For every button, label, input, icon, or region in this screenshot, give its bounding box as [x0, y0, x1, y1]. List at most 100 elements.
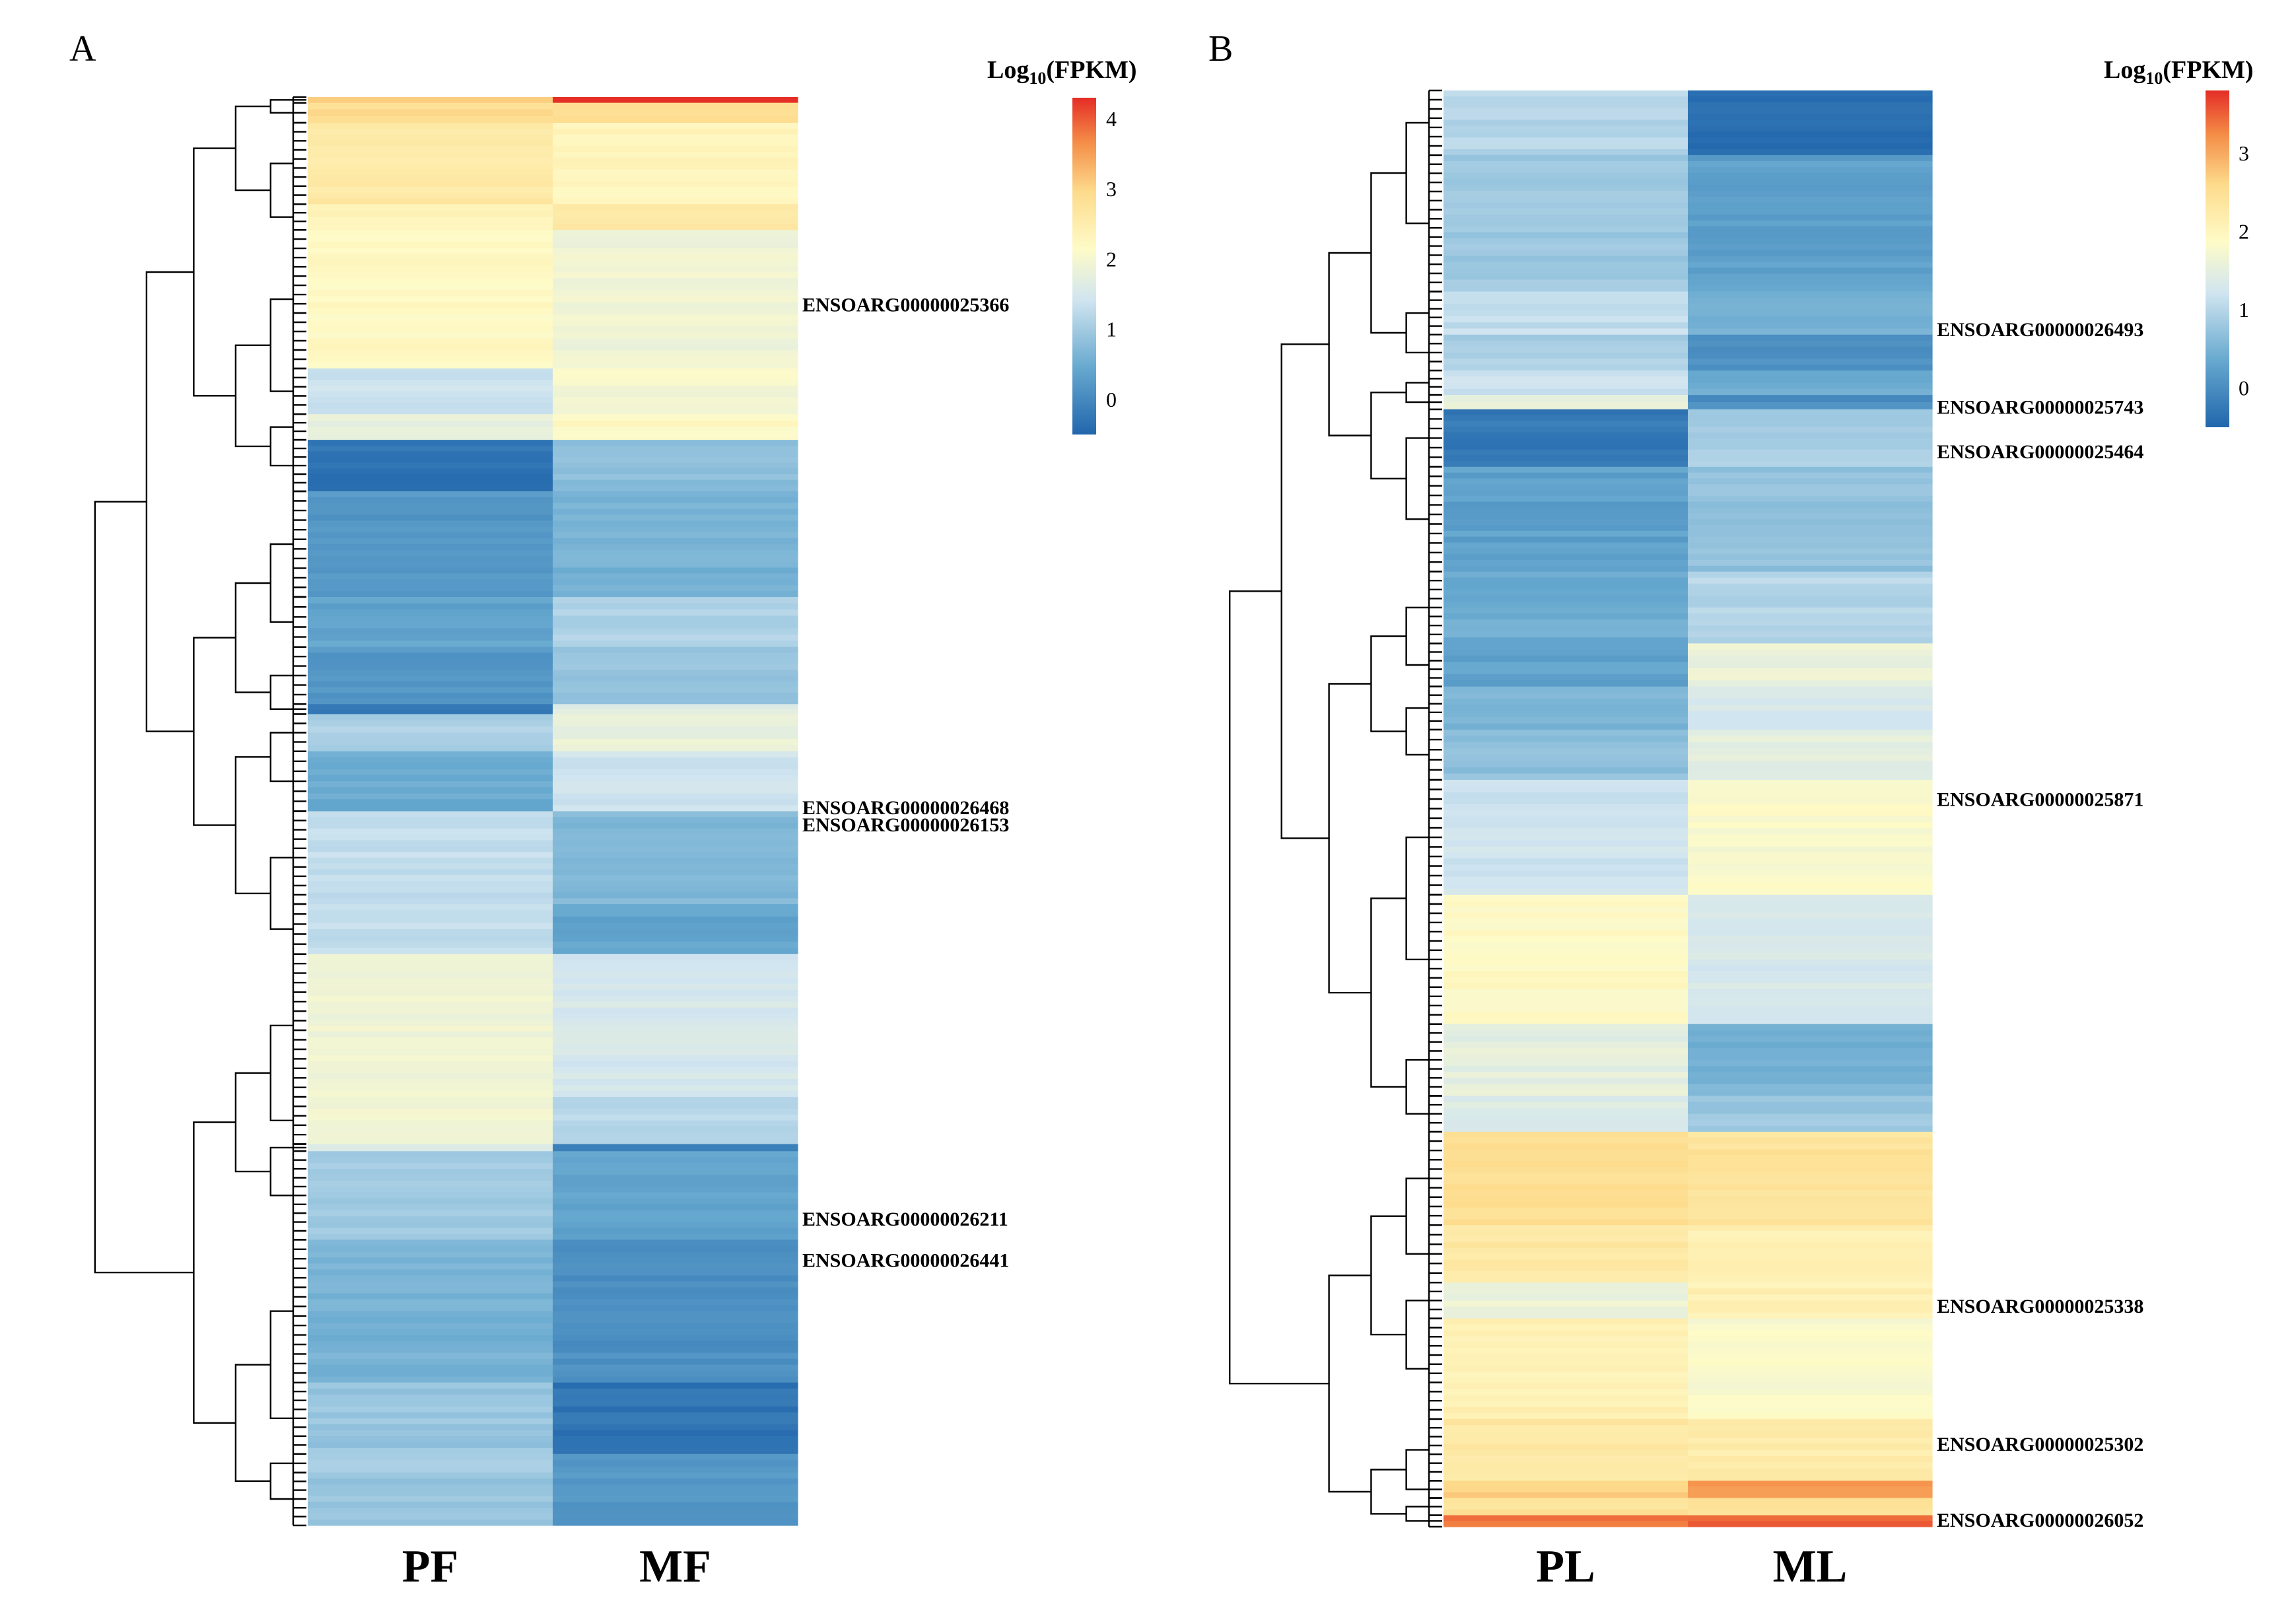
heat-cell-PL-block-16	[1444, 1178, 1688, 1185]
heat-cell-MF-block-19	[553, 1163, 798, 1169]
heat-cell-PL-block-1	[1444, 184, 1688, 192]
heat-cell-ML-block-8	[1688, 619, 1933, 626]
heat-cell-MF-block-21	[553, 1418, 798, 1425]
heat-cell-PL-block-13	[1444, 1000, 1688, 1007]
heat-cell-PL-block-0	[1444, 143, 1688, 150]
heat-cell-ML-block-1	[1688, 220, 1933, 227]
heat-cell-MF-block-2	[553, 163, 798, 170]
heat-cell-MF-block-14	[553, 811, 798, 818]
row-dendrogram	[1229, 89, 1442, 1528]
heat-cell-MF-block-13	[553, 793, 798, 800]
heat-cell-PL-block-18	[1444, 1294, 1688, 1302]
heat-cell-PF-block-10	[308, 664, 553, 670]
heat-cell-PL-block-6	[1444, 415, 1688, 421]
heat-cell-MF-block-23	[553, 1478, 798, 1485]
heat-cell-PF-block-20	[308, 1317, 553, 1324]
heat-cell-PL-block-10	[1444, 711, 1688, 718]
heat-cell-PL-block-1	[1444, 220, 1688, 227]
heat-cell-ML-block-8	[1688, 571, 1933, 578]
heat-cell-ML-block-1	[1688, 202, 1933, 209]
heat-cell-MF-block-20	[553, 1376, 798, 1383]
heat-cell-PF-block-16	[308, 977, 553, 985]
heat-cell-MF-block-2	[553, 175, 798, 182]
heat-cell-PF-block-16	[308, 1031, 553, 1038]
heat-cell-PL-block-7	[1444, 536, 1688, 543]
heat-cell-PF-block-19	[308, 1181, 553, 1187]
heat-cell-ML-block-16	[1688, 1213, 1933, 1220]
heat-cell-PL-block-14	[1444, 1066, 1688, 1072]
heat-cell-PF-block-22	[308, 1466, 553, 1473]
heat-cell-MF-block-17	[553, 1132, 798, 1139]
heat-cell-PF-block-21	[308, 1400, 553, 1407]
heat-cell-PL-block-9	[1444, 643, 1688, 650]
heat-cell-ML-block-0	[1688, 96, 1933, 103]
heat-cell-ML-block-7	[1688, 507, 1933, 514]
heat-cell-PF-block-18	[308, 1144, 553, 1152]
dendrogram-branch	[1405, 836, 1429, 961]
heat-cell-ML-block-17	[1688, 1271, 1933, 1278]
legend-tick-label: 4	[1106, 107, 1117, 131]
heat-cell-MF-block-8	[553, 591, 798, 598]
heat-cell-PF-block-4	[308, 350, 553, 357]
heat-cell-MF-block-14	[553, 880, 798, 888]
heat-cell-PF-block-16	[308, 1055, 553, 1062]
heat-cell-MF-block-21	[553, 1400, 798, 1407]
heat-cell-ML-block-1	[1688, 279, 1933, 287]
heat-cell-PL-block-12	[1444, 786, 1688, 792]
heat-cell-PF-block-10	[308, 646, 553, 653]
heat-cell-PF-block-12	[308, 720, 553, 727]
heat-cell-ML-block-1	[1688, 184, 1933, 192]
heat-cell-PF-block-8	[308, 585, 553, 592]
heat-cell-PF-block-15	[308, 941, 553, 948]
heat-cell-ML-block-0	[1688, 120, 1933, 126]
heat-cell-MF-block-16	[553, 1073, 798, 1080]
heat-cell-ML-block-19	[1688, 1342, 1933, 1349]
heat-cell-PF-block-7	[308, 445, 553, 452]
heat-cell-ML-block-20	[1688, 1468, 1933, 1475]
heat-cell-PL-block-8	[1444, 625, 1688, 632]
heat-cell-PL-block-17	[1444, 1253, 1688, 1261]
heat-cell-PF-block-13	[308, 775, 553, 782]
heat-cell-PL-block-15	[1444, 1119, 1688, 1127]
heat-cell-PL-block-14	[1444, 1054, 1688, 1061]
heat-cell-ML-block-12	[1688, 786, 1933, 792]
heat-cell-ML-block-16	[1688, 1143, 1933, 1150]
heat-cell-ML-block-19	[1688, 1401, 1933, 1408]
heat-cell-PF-block-17	[308, 1132, 553, 1139]
heat-cell-ML-block-11	[1688, 736, 1933, 743]
heat-cell-PL-block-13	[1444, 971, 1688, 978]
heat-cell-ML-block-21	[1688, 1492, 1933, 1499]
heat-cell-PL-block-13	[1444, 924, 1688, 930]
heat-cell-ML-block-1	[1688, 244, 1933, 251]
heat-cell-PL-block-1	[1444, 279, 1688, 287]
heat-cell-PL-block-14	[1444, 1090, 1688, 1097]
heat-cell-PF-block-16	[308, 1013, 553, 1020]
heat-cell-PL-block-7	[1444, 548, 1688, 555]
heat-cell-MF-block-14	[553, 898, 798, 905]
heat-cell-ML-block-8	[1688, 601, 1933, 608]
heat-cell-PL-block-13	[1444, 918, 1688, 925]
heat-cell-MF-block-9	[553, 628, 798, 635]
heat-cell-ML-block-11	[1688, 754, 1933, 762]
heatmap-panel-A: A PF MF ENSOARG00000025366 ENSOARG0000002646…	[69, 28, 1137, 1592]
legend-tick-label: 2	[1106, 247, 1117, 271]
heat-cell-PF-block-20	[308, 1257, 553, 1265]
dendrogram-branch	[234, 756, 271, 895]
heat-cell-PF-block-14	[308, 834, 553, 841]
heat-cell-MF-block-4	[553, 320, 798, 327]
heat-cell-MF-block-6	[553, 414, 798, 421]
heat-cell-ML-block-13	[1688, 994, 1933, 1001]
heat-cell-MF-block-20	[553, 1317, 798, 1324]
heat-cell-ML-block-16	[1688, 1219, 1933, 1226]
heat-cell-ML-block-13	[1688, 1006, 1933, 1013]
heat-cell-PL-block-19	[1444, 1401, 1688, 1408]
heat-cell-PF-block-2	[308, 198, 553, 205]
dendrogram-branch	[1405, 1449, 1429, 1490]
heat-cell-PL-block-3	[1444, 352, 1688, 359]
heat-cell-PF-block-11	[308, 704, 553, 710]
row-dendrogram	[94, 96, 306, 1527]
heat-cell-MF-block-4	[553, 302, 798, 309]
heat-cell-PF-block-20	[308, 1269, 553, 1276]
heat-cell-ML-block-14	[1688, 1048, 1933, 1055]
heat-cell-MF-block-8	[553, 549, 798, 557]
